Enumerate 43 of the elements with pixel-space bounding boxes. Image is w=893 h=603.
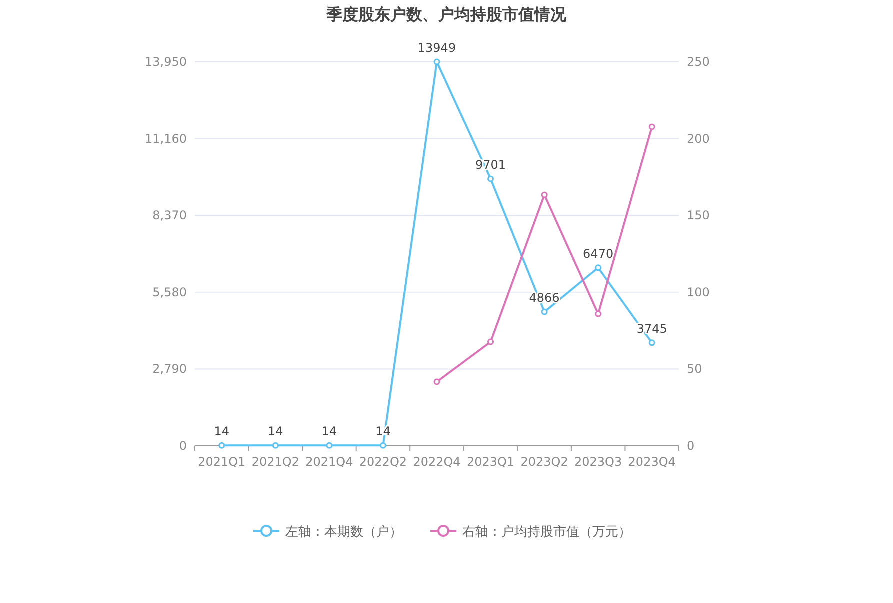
legend-label: 左轴：本期数（户）	[286, 525, 402, 540]
point	[595, 310, 602, 318]
data-label: 13949	[418, 41, 456, 56]
point	[380, 442, 386, 449]
y2-tick-label: 50	[687, 362, 702, 376]
x-tick-label: 2021Q2	[252, 455, 300, 469]
point	[326, 442, 333, 449]
point	[218, 442, 226, 449]
y2-tick-label: 250	[687, 55, 710, 69]
y-tick-label: 13,950	[145, 55, 187, 69]
x-tick-label: 2023Q1	[466, 455, 515, 469]
x-tick-label: 2022Q4	[413, 455, 461, 469]
data-label: 14	[214, 424, 230, 439]
x-tick-label: 2023Q4	[628, 455, 676, 469]
x-tick-label: 2022Q2	[359, 455, 408, 469]
y-tick-label: 0	[179, 439, 187, 453]
point	[434, 378, 440, 386]
point	[541, 308, 548, 316]
y-tick-label: 5,580	[152, 285, 187, 300]
point	[272, 442, 279, 449]
y-tick-label: 8,370	[152, 208, 187, 223]
point	[648, 124, 656, 130]
point	[488, 338, 494, 346]
point	[434, 58, 440, 66]
y2-tick-label: 0	[687, 439, 695, 453]
x-tick-label: 2023Q2	[520, 455, 568, 469]
legend-label: 右轴：户均持股市值（万元）	[462, 525, 632, 540]
data-label: 14	[322, 424, 338, 439]
x-tick-label: 2023Q3	[574, 455, 622, 469]
chart-title: 季度股东户数、户均持股市值情况	[326, 5, 568, 24]
y2-tick-label: 200	[687, 132, 710, 146]
point	[541, 192, 548, 198]
point	[648, 340, 656, 346]
y2-tick-label: 100	[687, 285, 710, 300]
x-tick-label: 2021Q1	[198, 455, 246, 469]
y2-tick-label: 150	[687, 208, 710, 223]
point	[488, 176, 494, 182]
point	[595, 264, 602, 272]
data-label: 14	[268, 424, 284, 439]
y-tick-label: 11,160	[145, 132, 187, 146]
data-label: 6470	[583, 246, 614, 261]
x-tick-label: 2021Q4	[306, 455, 354, 469]
y-tick-label: 2,790	[152, 362, 187, 376]
